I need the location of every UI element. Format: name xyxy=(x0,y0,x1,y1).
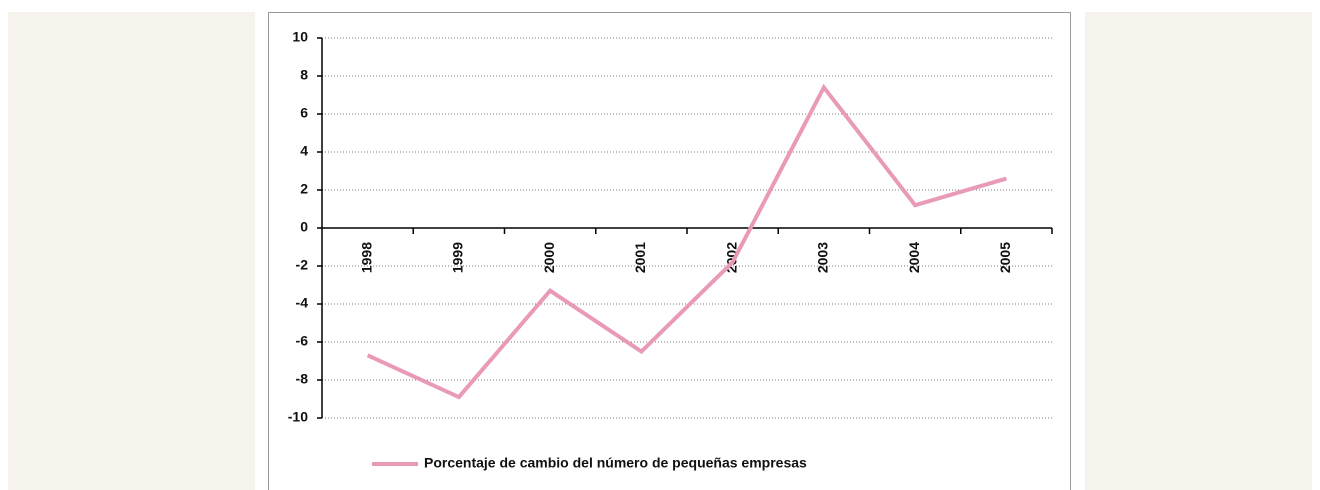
x-tick-label: 1998 xyxy=(358,242,374,273)
y-tick-label: -4 xyxy=(296,295,309,311)
x-tick-label: 2001 xyxy=(632,242,648,273)
right-panel xyxy=(1085,12,1312,490)
x-tick-label: 2000 xyxy=(541,242,557,273)
y-tick-label: 10 xyxy=(292,29,308,45)
y-tick-label: 4 xyxy=(300,143,308,159)
chart-panel xyxy=(268,12,1071,490)
left-panel xyxy=(8,12,255,490)
y-tick-label: -2 xyxy=(296,257,309,273)
x-tick-label: 2003 xyxy=(815,242,831,273)
y-tick-label: -6 xyxy=(296,333,309,349)
data-line xyxy=(366,83,1007,400)
x-tick-label: 2004 xyxy=(906,242,922,273)
y-tick-label: -8 xyxy=(296,371,309,387)
y-tick-label: -10 xyxy=(288,409,308,425)
y-tick-label: 6 xyxy=(300,105,308,121)
y-tick-label: 2 xyxy=(300,181,308,197)
y-tick-label: 8 xyxy=(300,67,308,83)
legend-label: Porcentaje de cambio del número de peque… xyxy=(424,455,807,471)
x-tick-label: 1999 xyxy=(450,242,466,273)
x-tick-label: 2005 xyxy=(997,242,1013,273)
y-tick-label: 0 xyxy=(300,219,308,235)
